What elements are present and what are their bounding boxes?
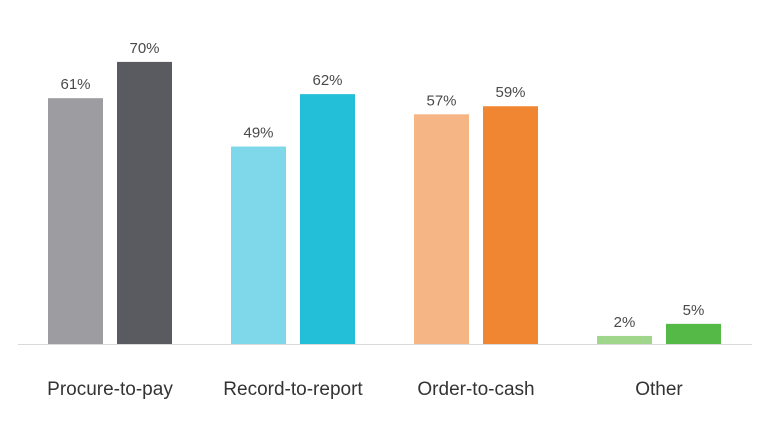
data-label-other-s1: 2%: [614, 314, 636, 331]
bar-other-s1: [597, 335, 652, 344]
category-label-record-to-report: Record-to-report: [223, 379, 363, 400]
data-label-order-to-cash-s2: 59%: [495, 84, 525, 101]
bar-order-to-cash-s2: [483, 106, 538, 344]
bar-procure-to-pay-s2: [117, 61, 172, 345]
category-labels-layer: Procure-to-pay Record-to-report Order-to-c…: [47, 379, 683, 400]
bar-order-to-cash-s1: [414, 114, 469, 344]
bar-record-to-report-s2: [300, 94, 355, 344]
bar-record-to-report-s1: [231, 146, 286, 344]
data-label-procure-to-pay-s2: 70%: [129, 40, 159, 57]
value-labels-layer: 61% 70% 49% 62% 57% 59% 2% 5%: [60, 40, 704, 331]
bar-other-s2: [666, 323, 721, 344]
bars-layer: [48, 61, 721, 345]
data-label-record-to-report-s1: 49%: [243, 125, 273, 142]
data-label-order-to-cash-s1: 57%: [426, 92, 456, 109]
data-label-record-to-report-s2: 62%: [312, 72, 342, 89]
category-label-order-to-cash: Order-to-cash: [417, 379, 534, 400]
bar-procure-to-pay-s1: [48, 98, 103, 344]
category-label-procure-to-pay: Procure-to-pay: [47, 379, 173, 400]
data-label-procure-to-pay-s1: 61%: [60, 76, 90, 93]
data-label-other-s2: 5%: [683, 302, 705, 319]
category-label-other: Other: [635, 379, 683, 400]
